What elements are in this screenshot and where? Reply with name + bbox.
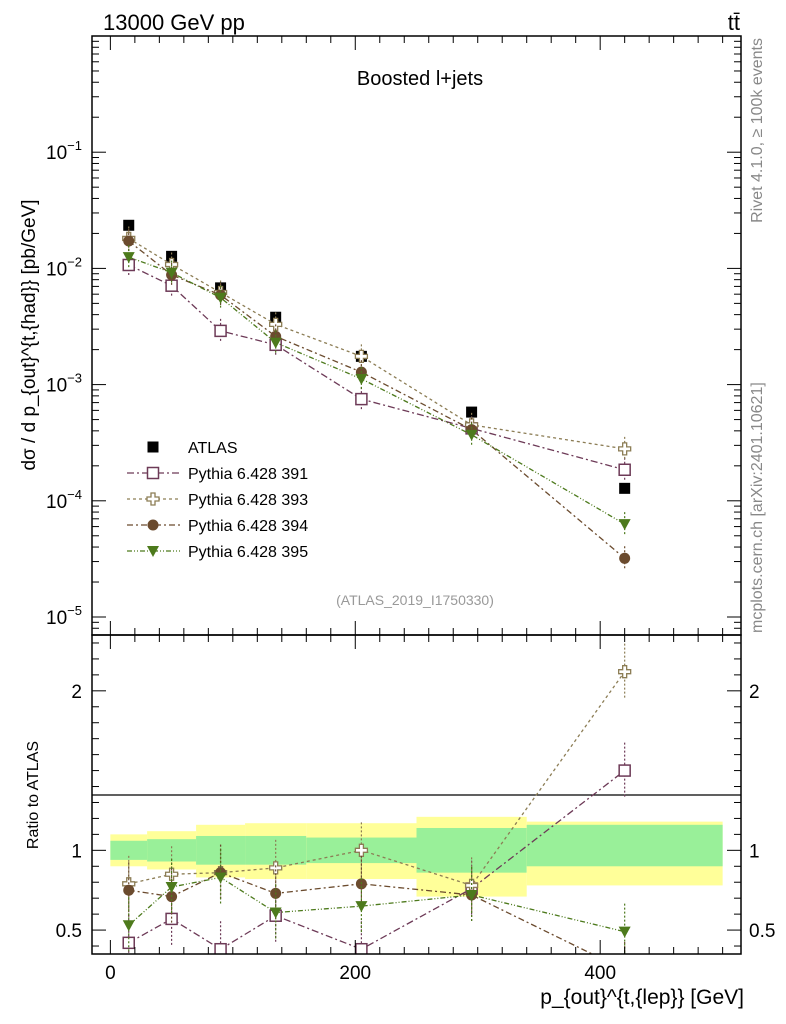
legend-entry: Pythia 6.428 391 xyxy=(127,466,308,483)
main-panel: 10−5 10−4 10−3 10−2 10−1 Boosted l+jets (ATL… xyxy=(19,35,742,636)
legend-label: ATLAS xyxy=(188,440,238,457)
ratio-point xyxy=(619,964,630,975)
legend-label: Pythia 6.428 394 xyxy=(188,518,308,535)
data-point xyxy=(466,406,478,418)
ratio-plot-data xyxy=(122,643,632,975)
data-point xyxy=(354,349,369,364)
ratio-point xyxy=(165,882,178,894)
ratio-y-tick-label: 0.5 xyxy=(56,921,82,942)
legend-entry: ATLAS xyxy=(147,440,238,457)
main-plot-axes: 10−5 10−4 10−3 10−2 10−1 xyxy=(46,35,741,636)
main-plot-data xyxy=(122,219,632,571)
ratio-uncertainty-band xyxy=(110,816,723,897)
ratio-point xyxy=(165,912,178,926)
x-tick-label: 200 xyxy=(339,963,371,984)
y-tick-label: 10−1 xyxy=(46,138,82,164)
stat-uncertainty-bin xyxy=(110,840,148,860)
y-tick-label: 10−5 xyxy=(46,603,82,629)
ratio-point xyxy=(618,764,631,777)
legend-entry: Pythia 6.428 394 xyxy=(127,518,308,535)
ratio-y-tick-label-right: 1 xyxy=(749,841,760,862)
ratio-y-axis-title: Ratio to ATLAS xyxy=(25,741,42,849)
series-pythia-6-428-395 xyxy=(122,245,631,537)
stat-uncertainty-bin xyxy=(526,824,723,867)
legend-entry: Pythia 6.428 393 xyxy=(127,492,308,509)
data-point xyxy=(355,392,368,406)
ratio-point xyxy=(354,843,369,857)
legend: ATLAS Pythia 6.428 391 Pythia 6.428 393 Pyt… xyxy=(127,440,308,561)
x-tick-label: 0 xyxy=(105,963,116,984)
ratio-point xyxy=(214,872,227,884)
ratio-point xyxy=(355,942,368,954)
rivet-version-label: Rivet 4.1.0, ≥ 100k events xyxy=(749,38,766,223)
x-axis-title: p_{out}^{t,{lep}} [GeV] xyxy=(540,986,744,1009)
ratio-point xyxy=(123,884,135,896)
data-point xyxy=(269,337,282,349)
y-axis-title: dσ / d p_{out}^{t,{had}} [pb/GeV] xyxy=(19,199,40,470)
data-point xyxy=(465,429,478,441)
legend-marker xyxy=(147,519,159,531)
plot-title: Boosted l+jets xyxy=(357,68,483,90)
legend-marker xyxy=(147,546,159,557)
data-point xyxy=(619,482,631,494)
y-tick-label: 10−4 xyxy=(46,487,82,513)
ratio-point xyxy=(269,907,282,919)
ratio-y-tick-label-right: 2 xyxy=(749,682,760,703)
legend-label: Pythia 6.428 391 xyxy=(188,466,308,483)
ratio-series-pythia-6-428-395 xyxy=(122,849,631,954)
ratio-line xyxy=(128,871,594,954)
ratio-point xyxy=(618,665,632,679)
ratio-plot-frame xyxy=(91,634,742,955)
legend-marker xyxy=(147,441,159,453)
data-point xyxy=(618,442,632,456)
header-process: tt̄ xyxy=(728,10,740,35)
ratio-point xyxy=(618,926,631,938)
ratio-panel: 0 200 400 0.5 0.5 1 1 2 2 Ratio to ATLAS p_{out}… xyxy=(25,634,775,1009)
series-line xyxy=(128,256,625,525)
data-point xyxy=(214,292,227,304)
legend-label: Pythia 6.428 393 xyxy=(188,492,308,509)
y-tick-label: 10−2 xyxy=(46,254,82,280)
ratio-point xyxy=(355,901,368,913)
data-point xyxy=(123,235,135,247)
y-tick-label: 10−3 xyxy=(46,371,82,397)
series-pythia-6-428-393 xyxy=(122,226,632,461)
series-line xyxy=(128,237,625,450)
data-point xyxy=(619,552,631,564)
data-point xyxy=(214,324,227,338)
data-point xyxy=(355,373,368,385)
ratio-point xyxy=(269,861,283,875)
x-tick-label: 400 xyxy=(584,963,616,984)
data-point xyxy=(166,250,178,262)
ratio-y-tick-label: 1 xyxy=(71,841,82,862)
data-point xyxy=(269,317,283,331)
data-point xyxy=(122,252,135,264)
ratio-y-tick-label-right: 0.5 xyxy=(749,921,775,942)
ratio-line xyxy=(128,876,625,933)
analysis-label: (ATLAS_2019_I1750330) xyxy=(336,592,494,608)
mcplots-label: mcplots.cern.ch [arXiv:2401.10621] xyxy=(749,382,766,633)
legend-marker xyxy=(146,466,160,480)
data-point xyxy=(618,519,631,531)
ratio-point xyxy=(465,889,478,901)
header-energy: 13000 GeV pp xyxy=(103,10,245,35)
ratio-point xyxy=(214,942,227,954)
legend-entry: Pythia 6.428 395 xyxy=(127,544,308,561)
ratio-y-tick-label: 2 xyxy=(71,682,82,703)
data-point xyxy=(618,463,631,477)
ratio-plot-axes: 0 200 400 0.5 0.5 1 1 2 2 xyxy=(56,635,775,984)
ratio-point xyxy=(122,920,135,932)
data-point xyxy=(123,219,135,231)
legend-marker xyxy=(146,492,160,506)
legend-label: Pythia 6.428 395 xyxy=(188,544,308,561)
data-point xyxy=(165,267,178,279)
